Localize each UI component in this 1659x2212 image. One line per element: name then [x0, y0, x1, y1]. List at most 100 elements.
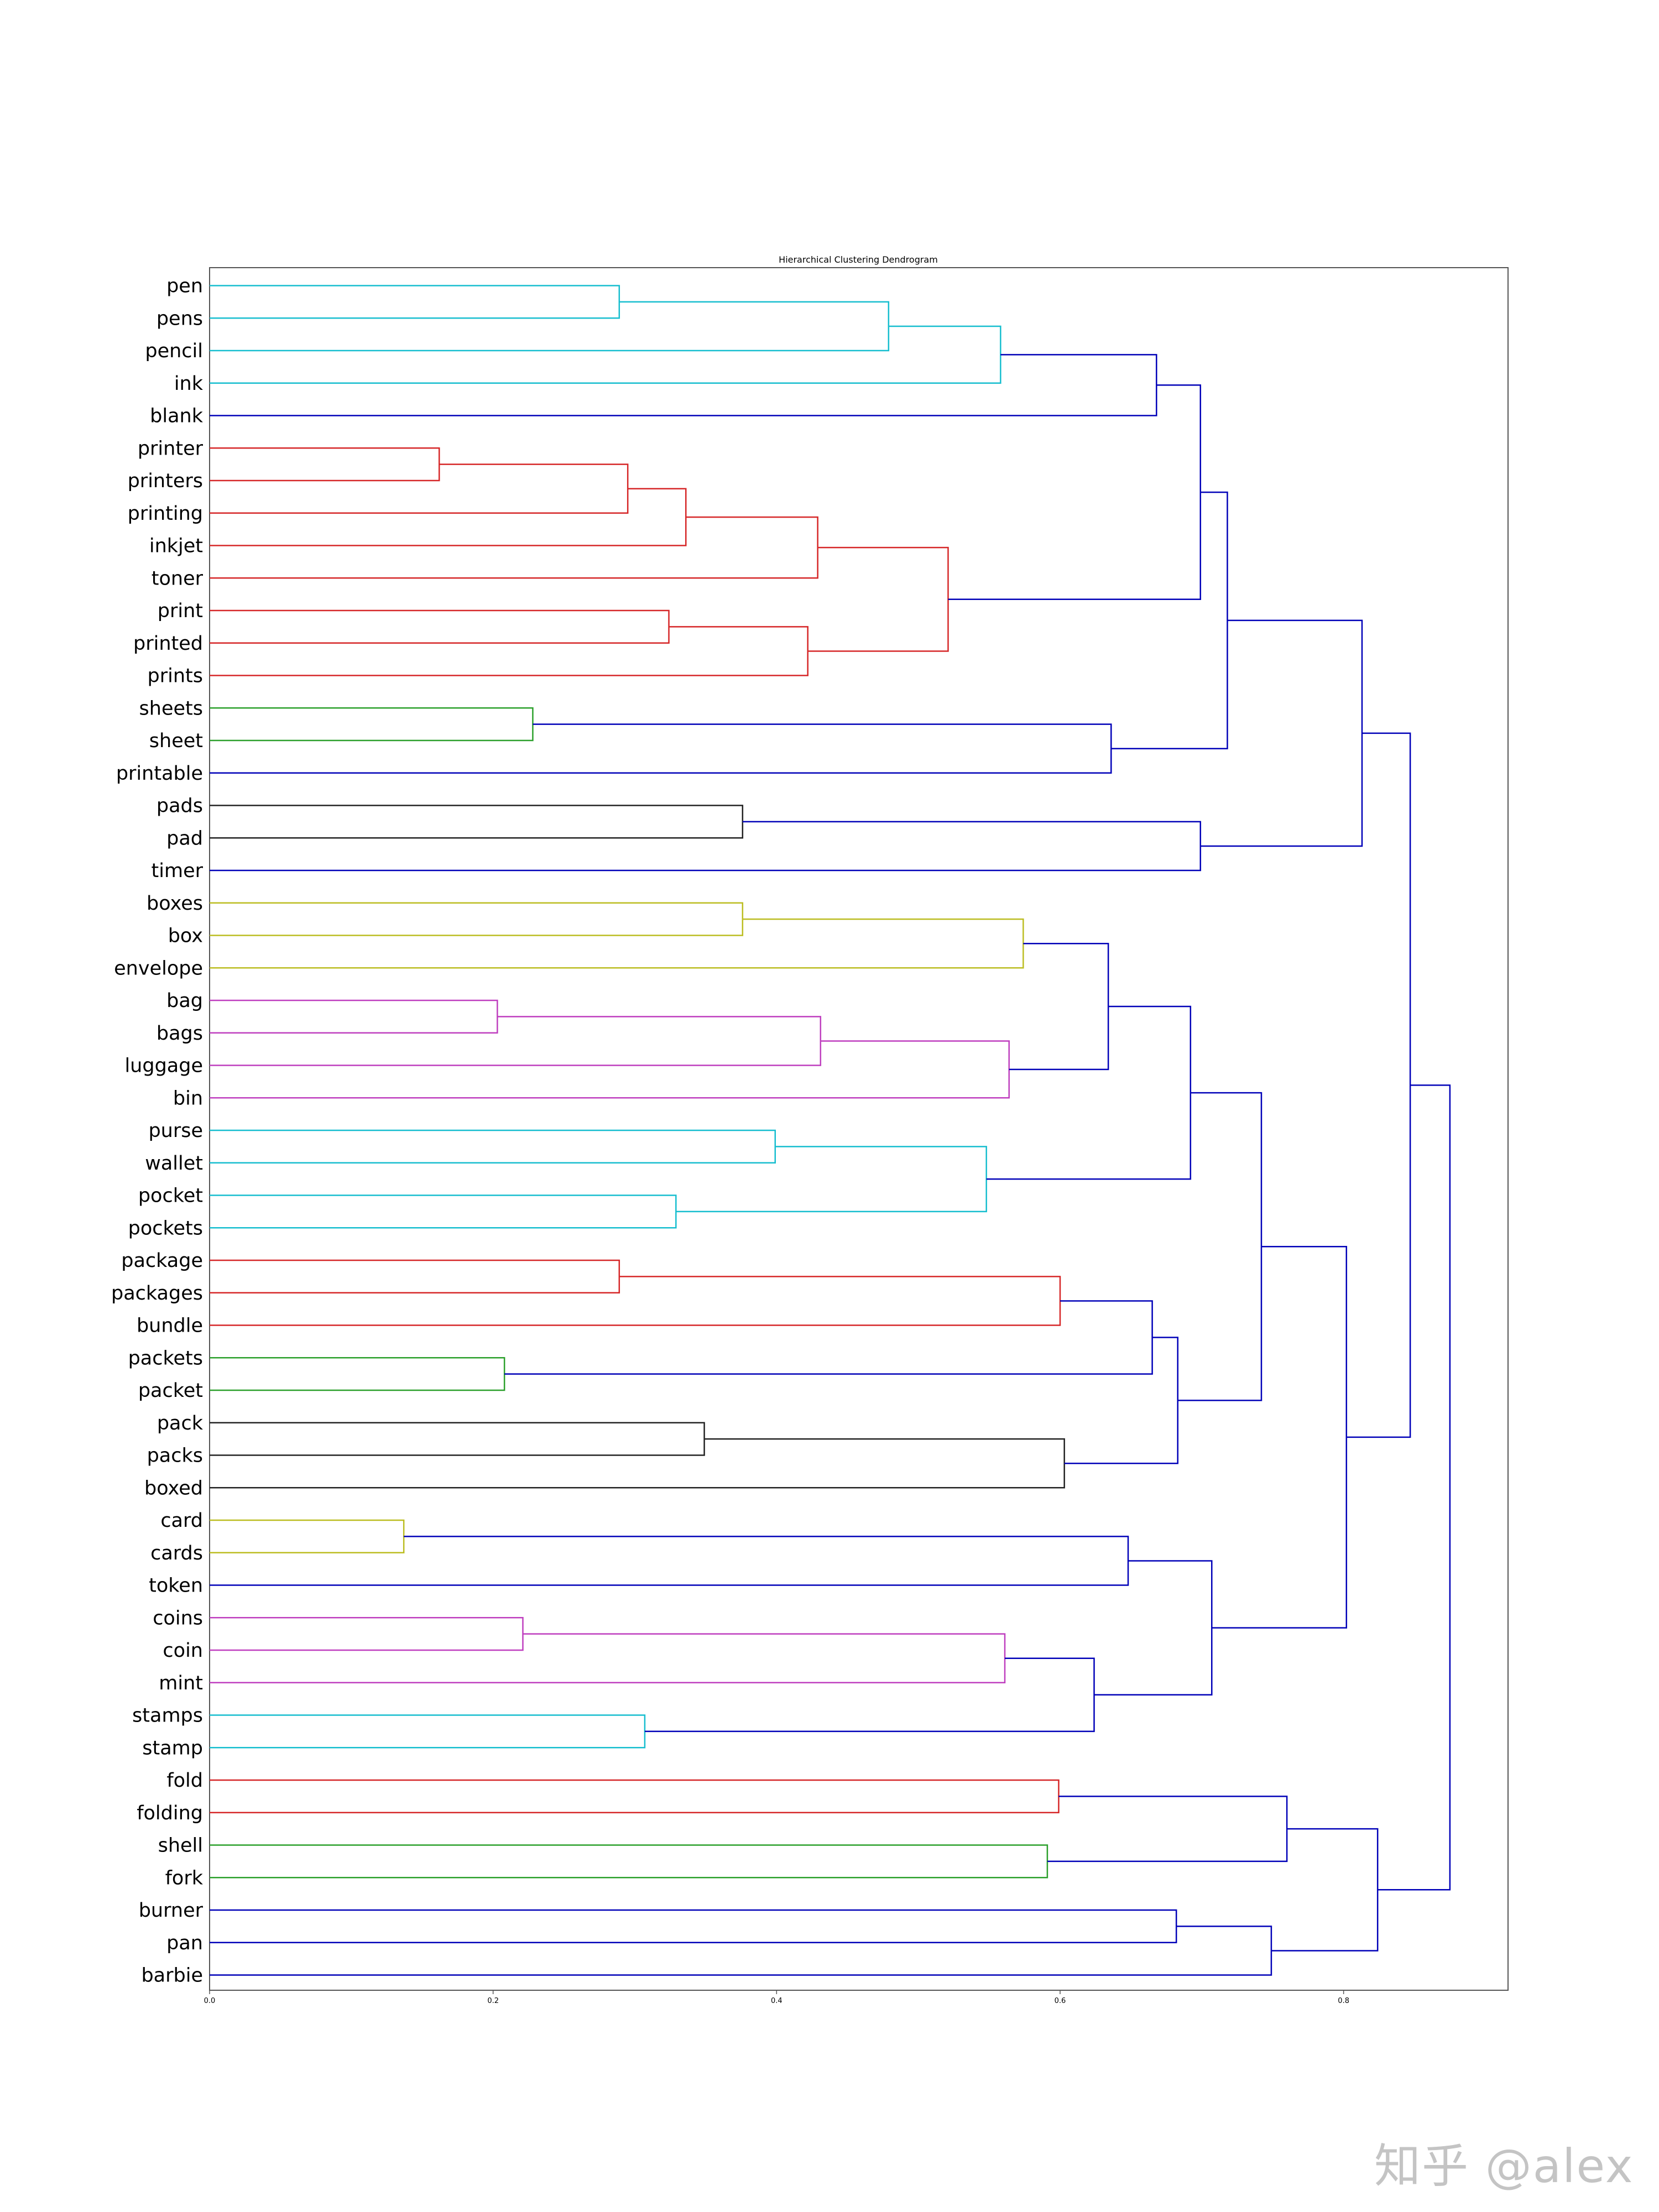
dendrogram-link	[210, 285, 620, 319]
leaf-label: packages	[111, 1282, 203, 1305]
dendrogram-link	[986, 1005, 1192, 1180]
leaf-label: pen	[166, 275, 203, 298]
dendrogram-link	[210, 1844, 1048, 1879]
dendrogram-link	[210, 301, 890, 352]
dendrogram-link	[504, 1300, 1153, 1375]
dendrogram-link	[1271, 1828, 1379, 1952]
leaf-label: cards	[150, 1542, 203, 1564]
chart-title: Hierarchical Clustering Dendrogram	[779, 254, 938, 265]
leaf-label: pad	[166, 827, 203, 849]
dendrogram-link	[1212, 1245, 1348, 1629]
dendrogram-link	[1177, 1092, 1262, 1401]
dendrogram-link	[210, 1714, 646, 1749]
dendrogram-link	[210, 1259, 620, 1293]
leaf-label: pads	[156, 795, 203, 817]
dendrogram-link	[210, 1909, 1177, 1943]
dendrogram-link	[210, 707, 534, 742]
dendrogram-link	[210, 626, 808, 676]
leaf-label: coin	[163, 1640, 203, 1662]
dendrogram-link	[210, 488, 687, 546]
leaf-label: inkjet	[149, 535, 203, 557]
leaf-label: printing	[128, 503, 203, 525]
dendrogram-link	[210, 1779, 1060, 1813]
leaf-label: barbie	[141, 1965, 203, 1987]
dendrogram-link	[210, 1194, 677, 1229]
dendrogram-link	[210, 821, 1202, 872]
x-axis-ticks: 0.0 0.2 0.4 0.6 0.8	[204, 1990, 1349, 2005]
leaf-label: packets	[128, 1347, 203, 1369]
dendrogram-link	[210, 354, 1157, 416]
leaf-label: ink	[174, 373, 204, 395]
leaf-label: packs	[147, 1445, 203, 1467]
leaf-label: token	[149, 1575, 203, 1597]
leaf-label: bags	[156, 1022, 203, 1045]
dendrogram-link	[210, 609, 670, 644]
x-tick-label: 0.2	[487, 1997, 499, 2005]
leaf-label: bundle	[137, 1315, 203, 1337]
dendrogram-link	[210, 902, 744, 936]
leaf-label: boxes	[147, 893, 203, 915]
x-tick-label: 0.4	[771, 1997, 782, 2005]
dendrogram-link	[210, 325, 1001, 384]
plot-frame	[209, 267, 1509, 1991]
leaf-label: printed	[133, 633, 203, 655]
x-tick-label: 0.8	[1338, 1997, 1349, 2005]
dendrogram-link	[1200, 619, 1363, 847]
leaf-label: fork	[165, 1867, 204, 1889]
watermark: 知乎 @alex	[1374, 2139, 1634, 2193]
dendrogram-link	[1094, 1560, 1213, 1696]
dendrogram-link	[210, 1617, 524, 1651]
dendrogram-link	[1064, 1337, 1178, 1464]
dendrogram-link	[210, 516, 818, 579]
dendrogram-link	[676, 1146, 987, 1213]
leaf-label: purse	[148, 1120, 203, 1142]
dendrogram-link	[210, 805, 744, 839]
leaf-label: boxed	[144, 1477, 203, 1499]
leaf-label: bin	[173, 1087, 203, 1109]
leaf-label: printer	[138, 437, 204, 460]
leaf-label: pan	[166, 1932, 203, 1954]
leaf-label: shell	[158, 1835, 203, 1857]
leaf-label: toner	[152, 567, 204, 589]
dendrogram-link	[948, 384, 1202, 601]
leaf-label: coins	[153, 1607, 203, 1629]
leaf-label: bag	[166, 990, 203, 1012]
leaf-label: sheets	[139, 697, 203, 719]
dendrogram-link	[210, 1536, 1129, 1586]
leaf-label: prints	[148, 665, 203, 687]
leaf-label: package	[121, 1250, 203, 1272]
leaf-label: stamp	[142, 1737, 203, 1759]
dendrogram-link	[1111, 491, 1228, 749]
dendrogram-link	[210, 1040, 1010, 1099]
leaf-label: pencil	[145, 340, 203, 362]
leaf-label: printable	[116, 763, 203, 785]
leaf-label: envelope	[114, 957, 203, 979]
leaf-label: pack	[157, 1412, 204, 1434]
dendrogram-link	[210, 1926, 1272, 1976]
dendrogram-link	[210, 1276, 1061, 1326]
dendrogram-link	[210, 447, 440, 482]
leaf-label: wallet	[145, 1152, 203, 1175]
x-tick-label: 0.6	[1055, 1997, 1066, 2005]
leaf-label: folding	[137, 1802, 203, 1824]
dendrogram-link	[210, 1422, 705, 1456]
leaf-label: packet	[138, 1380, 203, 1402]
dendrogram-link	[210, 918, 1024, 969]
leaf-label: mint	[159, 1672, 203, 1694]
leaf-label: box	[168, 925, 203, 947]
leaf-label: printers	[128, 470, 203, 492]
dendrogram-link	[807, 546, 949, 652]
leaf-label: timer	[152, 860, 204, 882]
dendrogram-link	[644, 1657, 1095, 1733]
leaf-label: pens	[156, 307, 203, 330]
leaf-label: stamps	[132, 1705, 203, 1727]
dendrogram-link	[210, 463, 629, 514]
leaf-label: fold	[166, 1770, 203, 1792]
dendrogram-link	[210, 1357, 505, 1391]
dendrogram-link	[1378, 1084, 1451, 1891]
dendrogram-link	[1346, 732, 1411, 1438]
leaf-label: pocket	[138, 1185, 203, 1207]
leaf-label: burner	[139, 1900, 204, 1922]
dendrogram-link	[1047, 1796, 1288, 1863]
